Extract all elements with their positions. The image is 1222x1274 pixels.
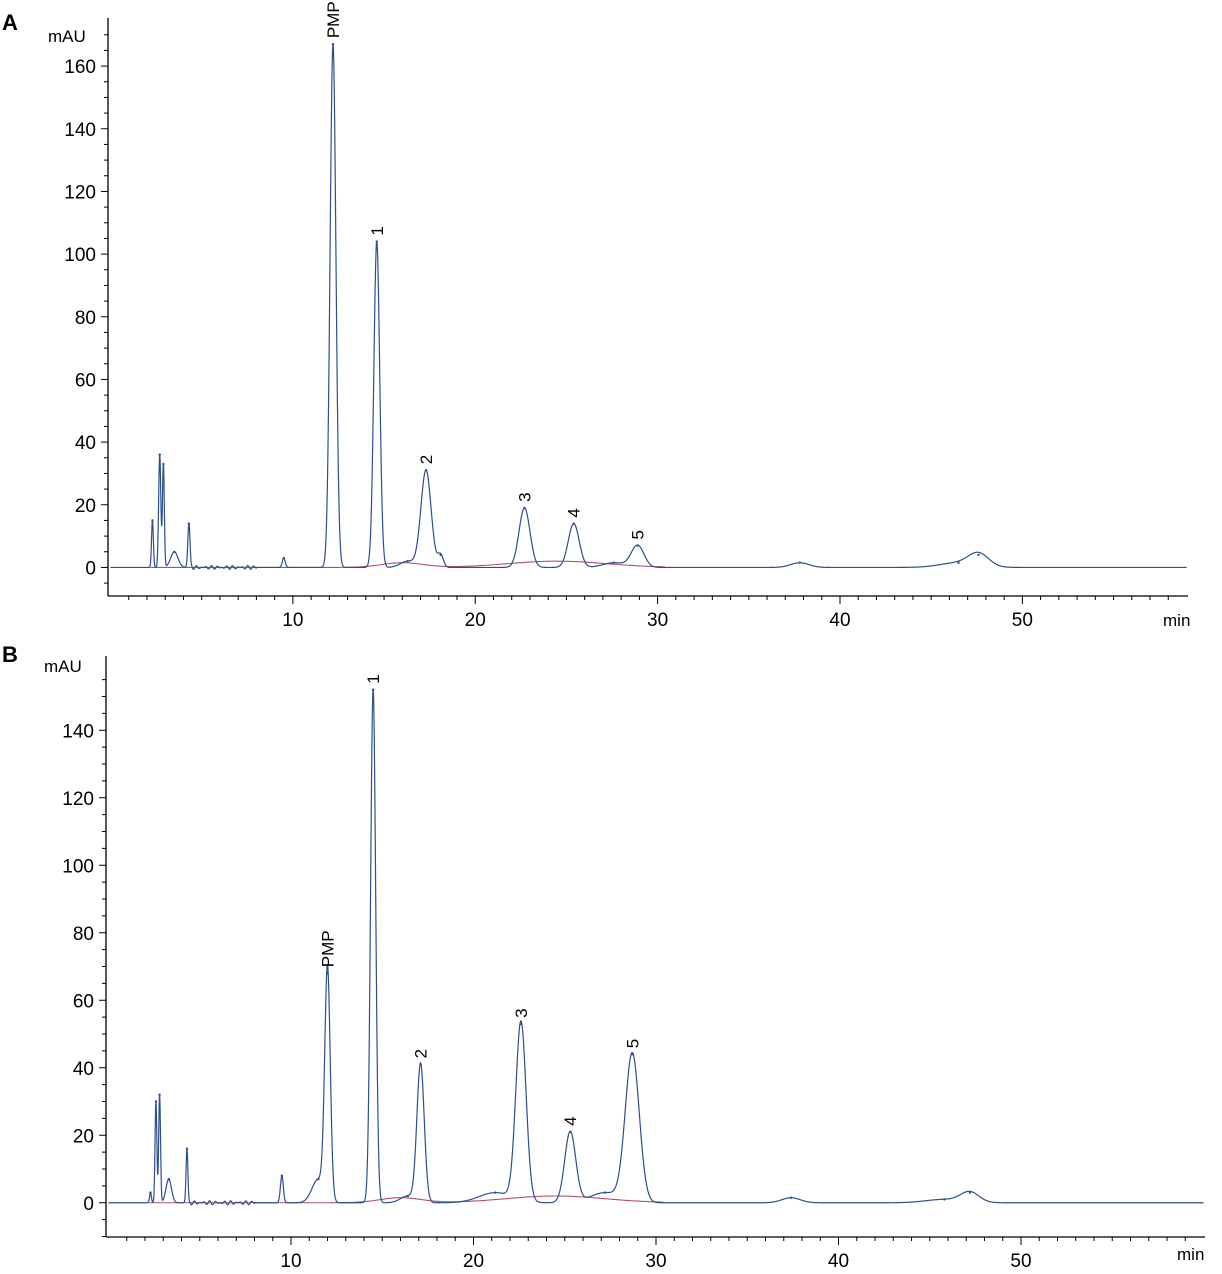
signal-trace <box>108 689 1204 1206</box>
x-tick-label: 40 <box>828 1251 849 1272</box>
y-tick-label: 0 <box>85 558 96 579</box>
y-tick-label: 160 <box>64 57 96 78</box>
peak-label: PMP <box>324 1 343 38</box>
y-tick-label: 20 <box>73 1126 94 1147</box>
peak-apex <box>419 1063 422 1066</box>
y-tick-label: 140 <box>62 721 94 742</box>
peak-apex <box>282 556 285 560</box>
peak-apex <box>943 1198 946 1201</box>
peak-apex <box>331 42 335 46</box>
peak-apex <box>424 469 428 472</box>
x-tick-label: 40 <box>829 610 850 631</box>
peak-apex <box>519 1022 523 1026</box>
peak-label: 3 <box>515 492 534 501</box>
peak-apex <box>977 553 980 557</box>
peak-label: 5 <box>623 1039 642 1048</box>
x-tick-label: 30 <box>647 610 668 631</box>
peak-apex <box>162 462 165 466</box>
x-tick-label: 30 <box>645 1251 666 1272</box>
x-tick-label: 50 <box>1010 1251 1031 1272</box>
peak-label: 2 <box>412 1049 431 1058</box>
peak-label: 3 <box>512 1008 531 1017</box>
y-tick-label: 80 <box>73 924 94 945</box>
y-tick-label: 120 <box>64 182 96 203</box>
x-axis-unit: min <box>1177 1245 1204 1264</box>
y-tick-label: 100 <box>62 856 94 877</box>
y-tick-label: 60 <box>75 370 96 391</box>
peak-apex <box>636 544 639 547</box>
peak-apex <box>375 240 378 243</box>
peak-apex <box>603 1191 607 1194</box>
y-tick-label: 140 <box>64 120 96 141</box>
y-tick-label: 120 <box>62 789 94 810</box>
signal-trace <box>110 43 1187 570</box>
peak-apex <box>154 1100 158 1103</box>
peak-apex <box>280 1174 284 1177</box>
peak-apex <box>158 453 161 456</box>
x-tick-label: 10 <box>280 1251 301 1272</box>
peak-apex <box>798 561 802 564</box>
peak-apex <box>187 522 191 525</box>
peak-apex <box>173 550 176 553</box>
peak-apex <box>406 559 409 563</box>
peak-apex <box>439 553 442 557</box>
y-tick-label: 40 <box>75 433 96 454</box>
peak-label: 4 <box>561 1116 580 1125</box>
y-axis-unit: mAU <box>44 657 82 676</box>
peak-label: 1 <box>368 226 387 235</box>
y-tick-label: 100 <box>64 245 96 266</box>
y-tick-label: 20 <box>75 496 96 517</box>
y-axis-unit: mAU <box>48 27 86 46</box>
x-tick-label: 20 <box>463 1251 484 1272</box>
peak-label: 4 <box>565 508 584 517</box>
peak-apex <box>317 1177 320 1181</box>
peak-label: 5 <box>629 530 648 539</box>
x-tick-label: 20 <box>465 610 486 631</box>
peak-apex <box>167 1177 170 1181</box>
y-tick-label: 80 <box>75 308 96 329</box>
peak-apex <box>569 1130 572 1134</box>
panel-letter: A <box>2 10 18 35</box>
peak-apex <box>494 1191 497 1194</box>
x-tick-label: 50 <box>1012 610 1033 631</box>
peak-apex <box>371 688 375 691</box>
peak-apex <box>523 506 526 510</box>
peak-apex <box>149 1191 152 1194</box>
peak-apex <box>631 1053 634 1056</box>
peak-label: 1 <box>364 674 383 683</box>
y-tick-label: 60 <box>73 991 94 1012</box>
peak-apex <box>612 561 616 564</box>
peak-label: 2 <box>417 455 436 464</box>
peak-apex <box>151 519 154 522</box>
peak-apex <box>957 561 960 564</box>
panel-letter: B <box>2 642 18 667</box>
peak-apex <box>326 972 329 975</box>
y-tick-label: 0 <box>83 1194 94 1215</box>
peak-label: PMP <box>319 930 338 967</box>
peak-apex <box>968 1191 972 1194</box>
peak-apex <box>158 1093 161 1096</box>
peak-apex <box>406 1194 409 1198</box>
peak-apex <box>185 1147 189 1150</box>
peak-apex <box>789 1196 793 1199</box>
x-axis-unit: min <box>1163 611 1190 630</box>
x-tick-label: 10 <box>282 610 303 631</box>
y-tick-label: 40 <box>73 1059 94 1080</box>
peak-apex <box>572 522 575 525</box>
